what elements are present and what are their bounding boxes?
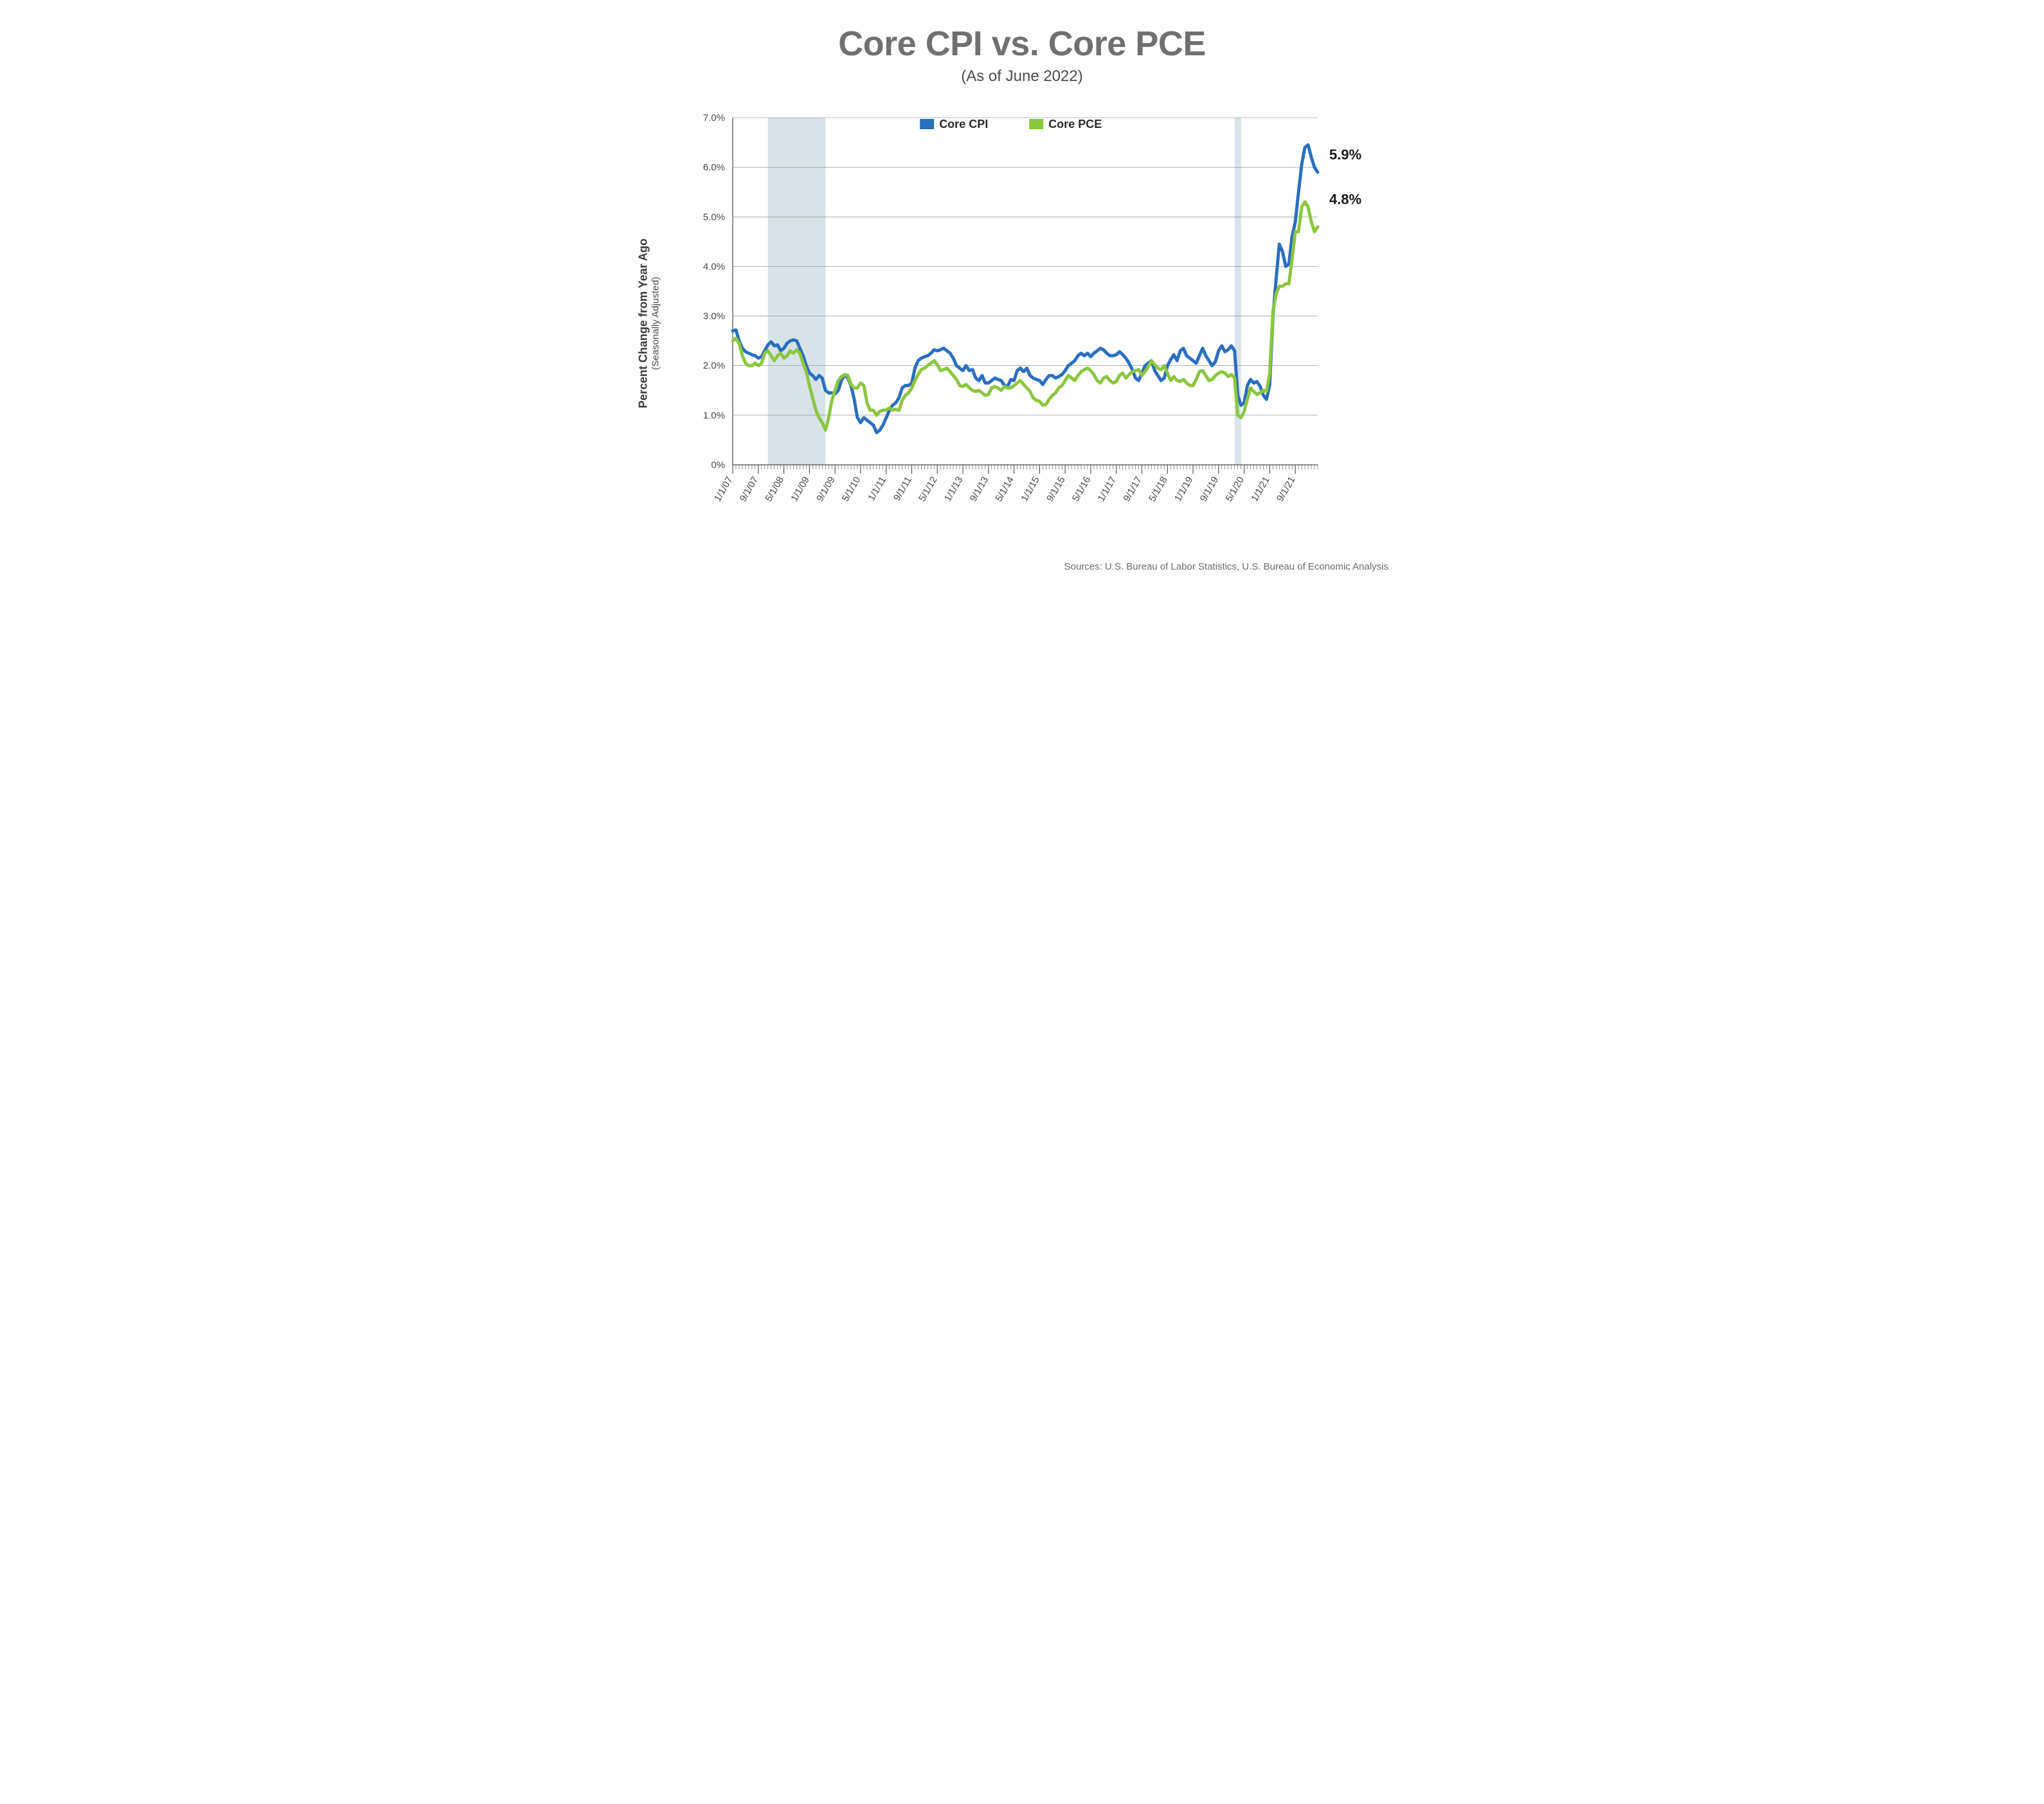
y-tick-label: 3.0% bbox=[703, 311, 725, 321]
x-tick-label: 9/1/11 bbox=[892, 474, 914, 503]
chart-subtitle: (As of June 2022) bbox=[649, 68, 1395, 86]
end-value-label: 5.9% bbox=[1329, 147, 1361, 163]
y-tick-label: 6.0% bbox=[703, 162, 725, 173]
y-axis-title-main: Percent Change from Year Ago bbox=[637, 239, 650, 408]
chart-title: Core CPI vs. Core PCE bbox=[649, 26, 1395, 62]
x-tick-label: 9/1/13 bbox=[968, 474, 991, 503]
x-tick-label: 5/1/20 bbox=[1224, 474, 1247, 503]
x-tick-label: 5/1/12 bbox=[917, 474, 940, 503]
line-chart-svg: 0%1.0%2.0%3.0%4.0%5.0%6.0%7.0%1/1/079/1/… bbox=[668, 105, 1376, 542]
title-block: Core CPI vs. Core PCE (As of June 2022) bbox=[649, 26, 1395, 86]
x-tick-label: 9/1/07 bbox=[738, 474, 761, 503]
x-tick-label: 9/1/19 bbox=[1198, 474, 1221, 503]
x-tick-label: 1/1/07 bbox=[712, 474, 735, 503]
x-tick-label: 5/1/08 bbox=[763, 474, 786, 503]
chart-page: Core CPI vs. Core PCE (As of June 2022) … bbox=[649, 0, 1395, 598]
legend-label: Core PCE bbox=[1048, 118, 1102, 131]
source-note: Sources: U.S. Bureau of Labor Statistics… bbox=[649, 561, 1395, 572]
x-tick-label: 9/1/09 bbox=[814, 474, 838, 503]
x-tick-label: 9/1/21 bbox=[1275, 474, 1298, 503]
x-tick-label: 1/1/15 bbox=[1019, 474, 1042, 503]
y-tick-label: 4.0% bbox=[703, 261, 725, 272]
end-value-label: 4.8% bbox=[1329, 191, 1361, 207]
x-tick-label: 1/1/09 bbox=[789, 474, 812, 503]
x-tick-label: 9/1/17 bbox=[1121, 474, 1144, 503]
x-tick-label: 1/1/17 bbox=[1096, 474, 1119, 503]
y-tick-label: 1.0% bbox=[703, 410, 725, 421]
x-tick-label: 5/1/14 bbox=[993, 474, 1016, 503]
x-tick-label: 5/1/18 bbox=[1147, 474, 1170, 503]
x-tick-label: 5/1/16 bbox=[1070, 474, 1093, 503]
x-tick-label: 5/1/10 bbox=[840, 474, 863, 503]
legend-label: Core CPI bbox=[939, 118, 988, 131]
y-axis-title: Percent Change from Year Ago (Seasonally… bbox=[637, 239, 662, 408]
chart-container: Percent Change from Year Ago (Seasonally… bbox=[668, 105, 1376, 542]
y-tick-label: 0% bbox=[711, 460, 725, 471]
x-tick-label: 1/1/19 bbox=[1172, 474, 1196, 503]
y-tick-label: 5.0% bbox=[703, 212, 725, 222]
legend-swatch bbox=[920, 119, 934, 129]
y-tick-label: 7.0% bbox=[703, 113, 725, 123]
x-tick-label: 9/1/15 bbox=[1044, 474, 1068, 503]
x-tick-label: 1/1/13 bbox=[942, 474, 965, 503]
x-tick-label: 1/1/11 bbox=[866, 474, 888, 503]
y-tick-label: 2.0% bbox=[703, 360, 725, 371]
x-tick-label: 1/1/21 bbox=[1249, 474, 1272, 503]
legend-swatch bbox=[1029, 119, 1043, 129]
y-axis-title-sub: (Seasonally Adjusted) bbox=[650, 276, 661, 370]
